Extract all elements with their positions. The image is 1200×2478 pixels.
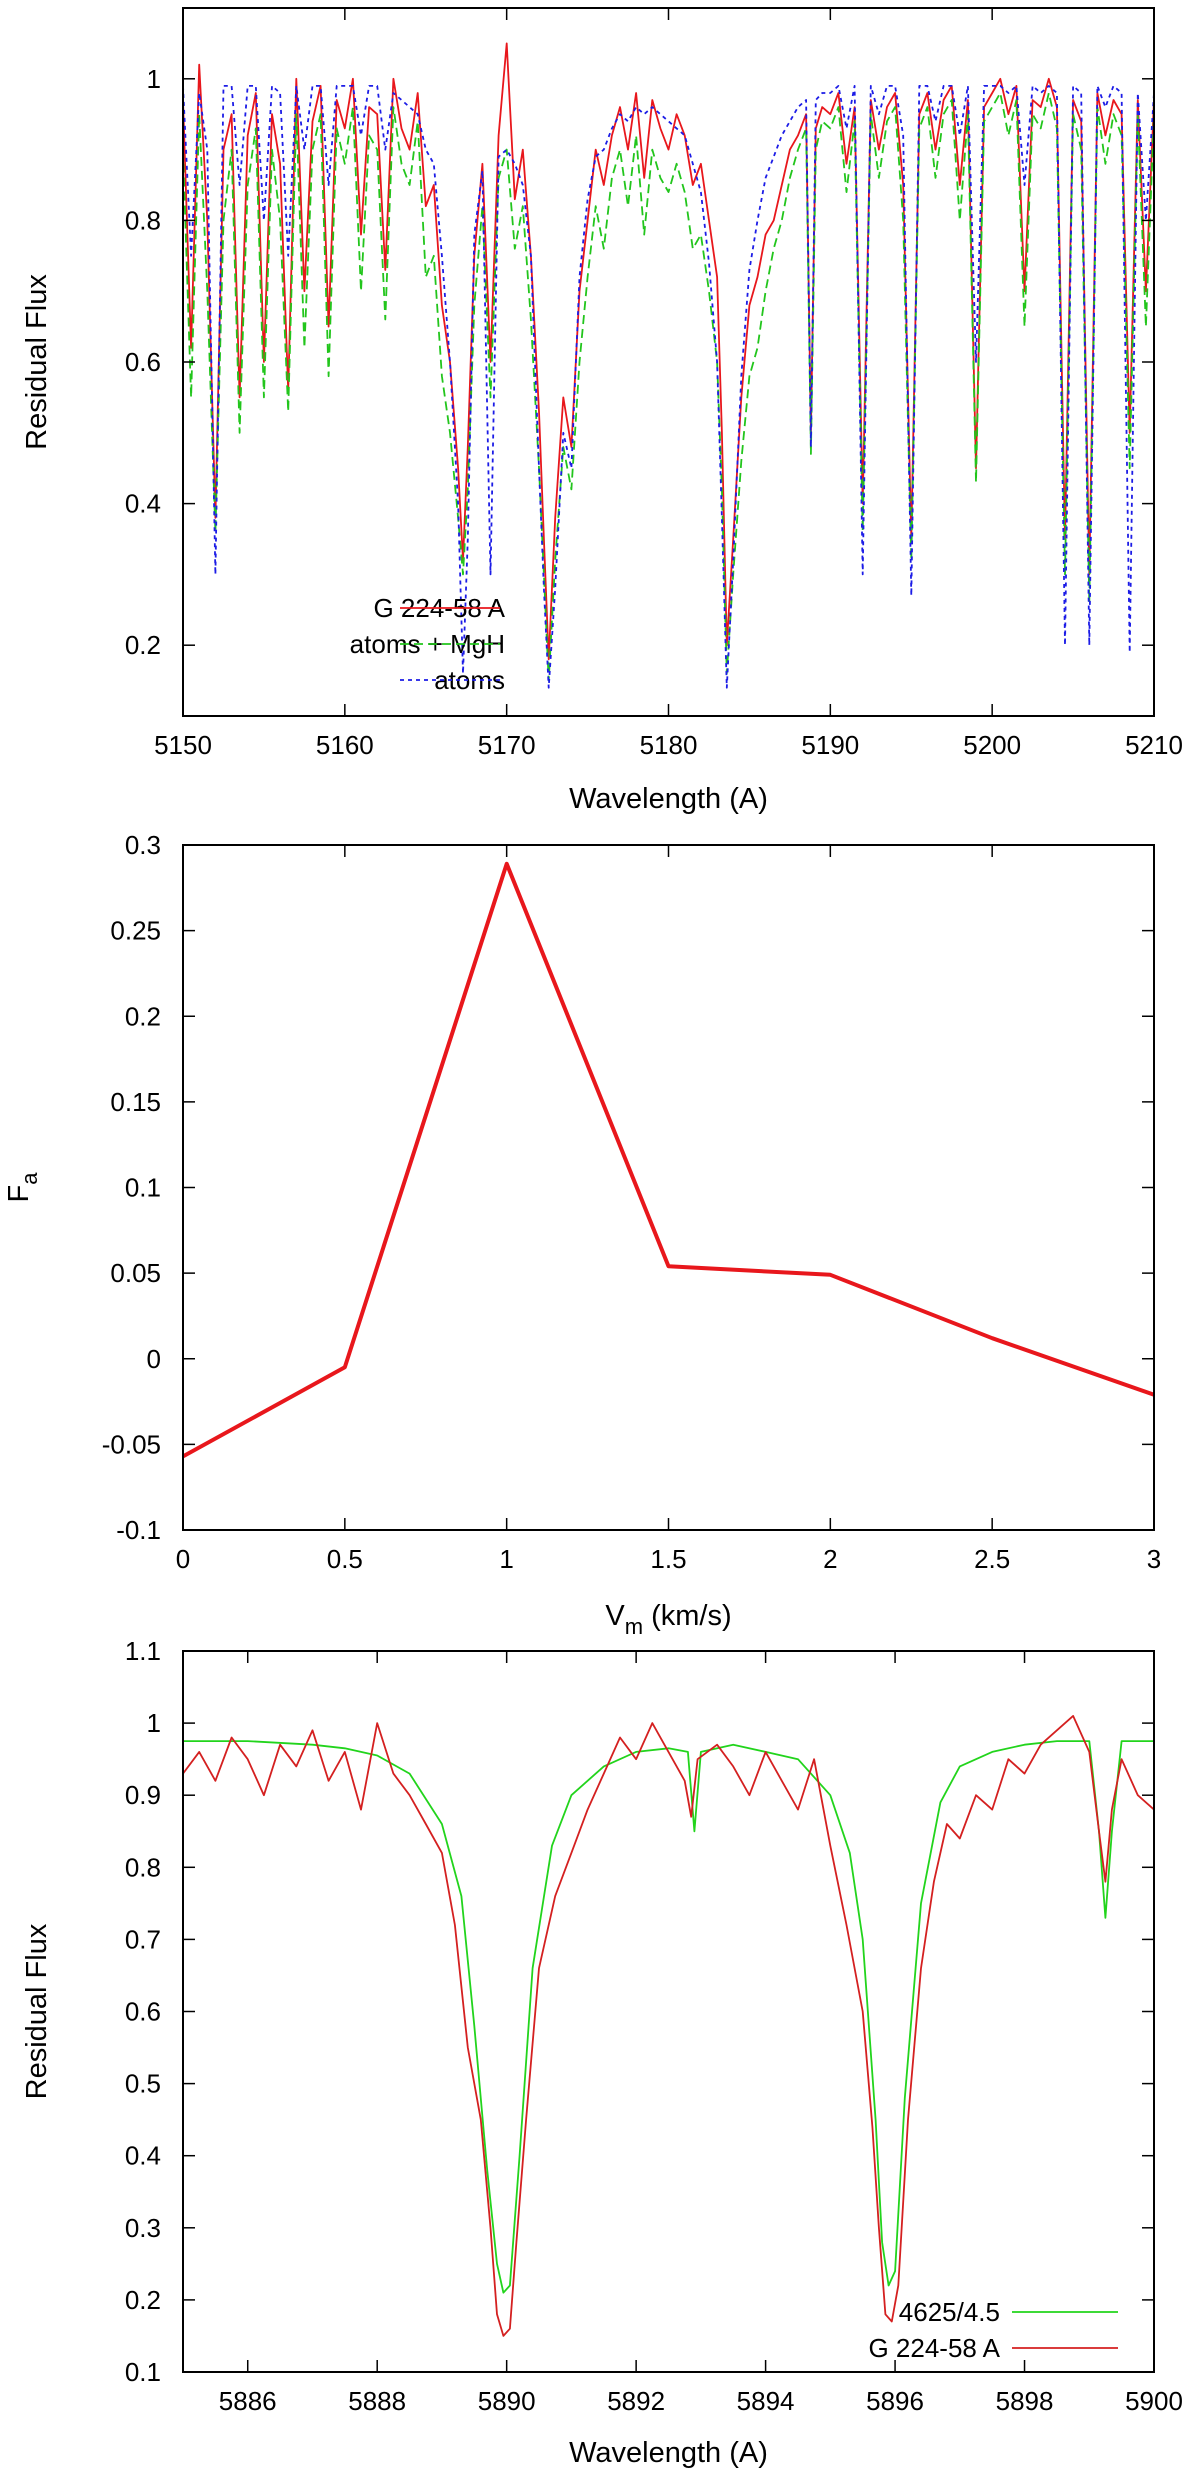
x-tick-label: 2.5	[974, 1544, 1010, 1574]
x-tick-label: 5210	[1125, 730, 1183, 760]
y-axis-title: Residual Flux	[21, 274, 53, 450]
x-tick-label: 1.5	[650, 1544, 686, 1574]
y-axis-title: Fa	[3, 1172, 42, 1203]
series-line-3	[183, 85, 1154, 689]
x-tick-label: 5898	[996, 2386, 1054, 2416]
x-tick-label: 5892	[607, 2386, 665, 2416]
x-tick-label: 5900	[1125, 2386, 1183, 2416]
y-tick-label: 1.1	[125, 1636, 161, 1666]
y-tick-label: 0.4	[125, 2141, 161, 2171]
legend-label: atoms + MgH	[350, 629, 505, 659]
y-tick-label: 0.7	[125, 1924, 161, 1954]
y-tick-label: 0.8	[125, 205, 161, 235]
y-tick-label: 0.9	[125, 1780, 161, 1810]
y-tick-label: 0.2	[125, 1001, 161, 1031]
x-tick-label: 1	[499, 1544, 513, 1574]
y-tick-label: 0.2	[125, 630, 161, 660]
x-tick-label: 5888	[348, 2386, 406, 2416]
y-tick-label: 0.1	[125, 1173, 161, 1203]
y-tick-label: -0.05	[102, 1429, 161, 1459]
y-tick-label: 0.8	[125, 1852, 161, 1882]
y-tick-label: 0.2	[125, 2285, 161, 2315]
x-tick-label: 5894	[737, 2386, 795, 2416]
x-tick-label: 5160	[316, 730, 374, 760]
legend: 4625/4.5 G 224-58 A	[868, 2297, 1118, 2363]
legend-label: atoms	[434, 665, 505, 695]
y-tick-label: -0.1	[116, 1515, 161, 1545]
x-tick-label: 5886	[219, 2386, 277, 2416]
x-axis-title: Vm (km/s)	[605, 1600, 731, 1639]
series-line-2	[183, 92, 1154, 682]
x-tick-label: 5200	[963, 730, 1021, 760]
legend-label: G 224-58 A	[868, 2333, 1000, 2363]
y-tick-label: 0.25	[110, 916, 161, 946]
chart-panel-2: 0 0.5 1 1.5 2 2.5 3 -0.1 -0.05 0 0.05 0.1 0.15 0.2 0.2…	[3, 830, 1161, 1639]
x-tick-label: 0.5	[327, 1544, 363, 1574]
x-tick-label: 3	[1147, 1544, 1161, 1574]
y-tick-label: 0	[147, 1344, 161, 1374]
series-line-1	[183, 861, 1154, 1459]
y-tick-label: 1	[147, 1708, 161, 1738]
y-tick-label: 0.6	[125, 1997, 161, 2027]
x-tick-label: 5890	[478, 2386, 536, 2416]
x-tick-label: 0	[176, 1544, 190, 1574]
x-axis-title: Wavelength (A)	[569, 2437, 768, 2469]
x-tick-label: 5150	[154, 730, 212, 760]
y-tick-label: 0.4	[125, 489, 161, 519]
x-tick-label: 5896	[866, 2386, 924, 2416]
x-tick-label: 5190	[801, 730, 859, 760]
x-tick-label: 5180	[640, 730, 698, 760]
chart-panel-3: 5886 5888 5890 5892 5894 5896 5898 5900 0.1 0.2 0.…	[21, 1636, 1183, 2469]
y-tick-label: 0.6	[125, 347, 161, 377]
y-tick-label: 0.05	[110, 1258, 161, 1288]
y-axis-title: Residual Flux	[21, 1923, 53, 2099]
legend-label: 4625/4.5	[899, 2297, 1000, 2327]
x-tick-label: 5170	[478, 730, 536, 760]
series-line-1	[183, 42, 1154, 661]
y-tick-label: 0.3	[125, 2213, 161, 2243]
chart-panel-1: 5150 5160 5170 5180 5190 5200 5210 0.2 0.4 0.6 0.8…	[21, 7, 1183, 815]
y-tick-label: 0.5	[125, 2069, 161, 2099]
y-tick-label: 0.3	[125, 830, 161, 860]
y-tick-label: 0.1	[125, 2357, 161, 2387]
series-line-1	[183, 1740, 1154, 2294]
series-line-2	[183, 1715, 1154, 2337]
x-tick-label: 2	[823, 1544, 837, 1574]
x-axis-title: Wavelength (A)	[569, 783, 768, 815]
y-tick-label: 1	[147, 64, 161, 94]
y-tick-label: 0.15	[110, 1087, 161, 1117]
